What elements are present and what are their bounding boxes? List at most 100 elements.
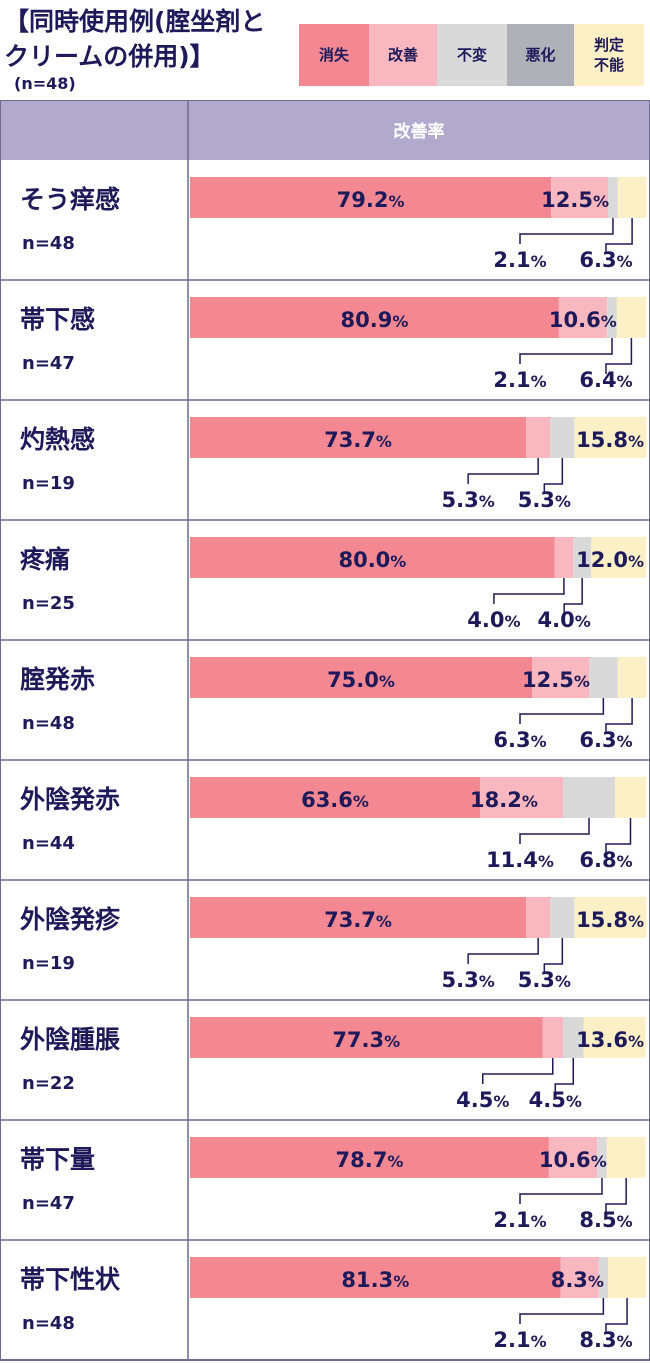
leader-line — [605, 218, 633, 254]
legend-item-3: 悪化 — [507, 24, 574, 86]
bar-segment — [190, 1137, 549, 1178]
bar-segment — [190, 537, 555, 578]
bar-segment — [190, 1017, 543, 1058]
bar-segment — [574, 897, 647, 938]
data-label-disappeared: 80.0% — [338, 548, 406, 572]
n-label: n=47 — [22, 353, 75, 374]
data-label-improved: 18.2% — [470, 788, 538, 812]
data-label-improved: 8.3% — [551, 1268, 604, 1292]
data-label-small: 6.3% — [579, 248, 632, 272]
leader-line — [519, 338, 613, 364]
data-label-undeterminable: 15.8% — [576, 908, 644, 932]
n-label: n=19 — [22, 473, 75, 494]
data-label-small: 2.1% — [493, 368, 546, 392]
category-label: 外陰発疹 — [20, 905, 121, 934]
category-label: 灼熱感 — [20, 425, 95, 454]
bar-segment — [589, 657, 618, 698]
legend-item-1: 改善 — [369, 24, 437, 86]
legend-item-4: 判定 不能 — [574, 24, 644, 86]
category-label: 外陰腫脹 — [20, 1025, 120, 1054]
data-label-small: 11.4% — [486, 848, 554, 872]
data-label-disappeared: 73.7% — [324, 908, 392, 932]
n-label: n=48 — [22, 1313, 75, 1334]
bar-segment — [558, 297, 608, 338]
leader-line — [543, 938, 564, 974]
legend: 消失 改善 不変 悪化 判定 不能 — [299, 24, 644, 86]
bar-segment — [574, 417, 647, 458]
bar-segment — [480, 777, 564, 818]
bar-segment — [190, 177, 552, 218]
bar-segment — [591, 537, 646, 578]
data-label-undeterminable: 12.0% — [576, 548, 644, 572]
bar-segment — [532, 657, 589, 698]
data-label-small: 5.3% — [518, 968, 571, 992]
bar-segment — [583, 1017, 646, 1058]
data-label-small: 4.0% — [538, 608, 591, 632]
bar-segment — [550, 897, 575, 938]
leader-line — [605, 698, 633, 734]
leader-line — [519, 698, 605, 724]
bar-segment — [598, 1257, 609, 1298]
n-label: n=44 — [22, 833, 75, 854]
data-label-improved: 10.6% — [539, 1148, 607, 1172]
data-label-small: 2.1% — [493, 1208, 546, 1232]
data-label-small: 5.3% — [518, 488, 571, 512]
data-label-small: 8.3% — [579, 1328, 632, 1352]
bar-segment — [573, 537, 592, 578]
legend-item-0: 消失 — [299, 24, 369, 86]
data-label-small: 6.8% — [579, 848, 632, 872]
bar-segment — [190, 417, 527, 458]
n-label: n=47 — [22, 1193, 75, 1214]
data-label-small: 2.1% — [493, 1328, 546, 1352]
bar-segment — [597, 1137, 607, 1178]
n-label: n=22 — [22, 1073, 75, 1094]
data-label-small: 5.3% — [442, 968, 495, 992]
bar-segment — [560, 1257, 599, 1298]
bar-segment — [606, 1137, 646, 1178]
data-label-small: 4.5% — [456, 1088, 509, 1112]
leader-line — [554, 1058, 575, 1094]
chart-table: 改善率 そう痒感 n=48 79.2% 12.5% 2.1% 6.3% 帯下感 n=47 80.9… — [0, 100, 650, 1363]
category-label: 腟発赤 — [20, 665, 95, 694]
bar-segment — [190, 897, 527, 938]
leader-line — [467, 938, 539, 964]
leader-line — [605, 338, 633, 374]
leader-line — [467, 458, 539, 484]
leader-line — [563, 578, 583, 614]
leader-line — [519, 818, 590, 844]
leader-line — [605, 1298, 628, 1334]
bar-segment — [550, 417, 575, 458]
data-label-small: 6.4% — [579, 368, 632, 392]
bar-segment — [563, 1017, 584, 1058]
leader-line — [493, 578, 565, 604]
data-label-improved: 10.6% — [549, 308, 617, 332]
bar-segment — [617, 177, 647, 218]
data-label-disappeared: 79.2% — [337, 188, 405, 212]
n-label: n=19 — [22, 953, 75, 974]
data-label-disappeared: 81.3% — [341, 1268, 409, 1292]
bar-segment — [617, 657, 647, 698]
bar-segment — [190, 777, 481, 818]
bar-segment — [551, 177, 609, 218]
data-label-improved: 12.5% — [522, 668, 590, 692]
bar-segment — [563, 777, 615, 818]
leader-line — [543, 458, 564, 494]
leader-line — [519, 1298, 605, 1324]
chart-subtitle: (n=48) — [14, 74, 76, 93]
bar-segment — [190, 657, 532, 698]
leader-line — [605, 1178, 627, 1214]
data-label-disappeared: 73.7% — [324, 428, 392, 452]
data-label-small: 4.0% — [467, 608, 520, 632]
header-band — [0, 100, 650, 160]
bar-segment — [190, 1257, 561, 1298]
data-label-small: 5.3% — [442, 488, 495, 512]
data-label-disappeared: 80.9% — [341, 308, 409, 332]
bar-segment — [542, 1017, 564, 1058]
header-label: 改善率 — [394, 121, 445, 142]
bar-segment — [608, 1257, 646, 1298]
bar-segment — [614, 777, 646, 818]
table-border — [0, 100, 650, 1361]
data-label-small: 8.5% — [579, 1208, 632, 1232]
leader-line — [519, 1178, 603, 1204]
